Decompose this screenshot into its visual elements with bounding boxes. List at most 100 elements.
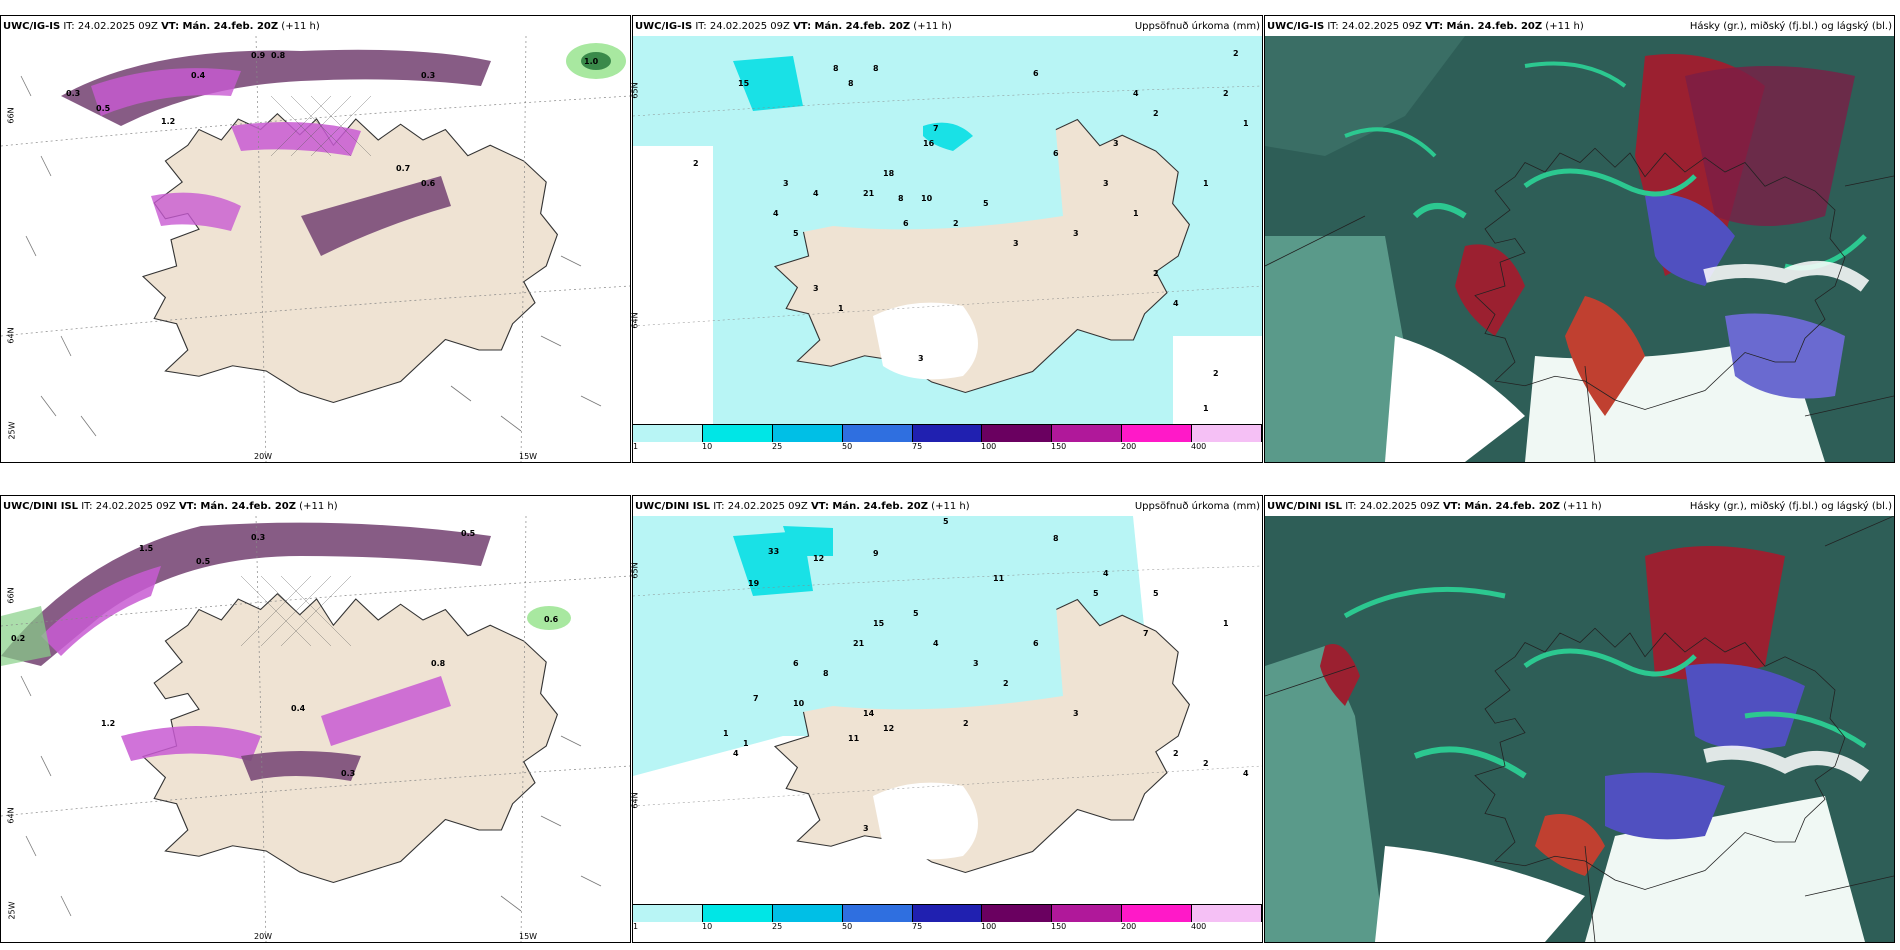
lon-label: 15W xyxy=(519,932,538,941)
colorbar: 1 10 25 50 75 100 150 200 400 xyxy=(633,424,1263,454)
value-label: 4 xyxy=(1173,299,1179,308)
forecast-offset: (+11 h) xyxy=(281,21,320,32)
value-label: 0.5 xyxy=(96,104,111,113)
panel-header: UWC/DINI ISL IT: 24.02.2025 09Z VT: Mán.… xyxy=(3,500,628,514)
value-label: 0.8 xyxy=(271,51,286,60)
value-label: 1 xyxy=(1243,119,1249,128)
value-label: 2 xyxy=(1153,109,1159,118)
map-precipitation: 5 8 9 12 33 19 11 5 7 21 15 4 3 2 1 6 5 … xyxy=(633,516,1262,914)
model-name: UWC/DINI ISL xyxy=(635,501,711,512)
panel-header: UWC/IG-IS IT: 24.02.2025 09Z VT: Mán. 24… xyxy=(635,20,1260,34)
colorbar-label: 10 xyxy=(702,922,713,931)
lat-label: 65N xyxy=(630,562,640,579)
value-label: 2 xyxy=(1003,679,1009,688)
value-label: 0.5 xyxy=(461,529,476,538)
value-label: 0.4 xyxy=(291,704,306,713)
map-title: Hásky (gr.), miðský (fj.bl.) og lágský (… xyxy=(1689,21,1892,32)
value-label: 2 xyxy=(1153,269,1159,278)
value-label: 15 xyxy=(738,79,750,88)
model-name: UWC/IG-IS xyxy=(3,21,61,32)
panel-header: UWC/IG-IS IT: 24.02.2025 09Z VT: Mán. 24… xyxy=(1267,20,1892,34)
forecast-offset: (+11 h) xyxy=(299,501,338,512)
value-label: 3 xyxy=(863,824,869,833)
value-label: 1 xyxy=(1203,179,1209,188)
forecast-offset: (+11 h) xyxy=(1545,21,1584,32)
colorbar-label: 50 xyxy=(842,442,853,451)
model-name: UWC/DINI ISL xyxy=(3,501,79,512)
value-label: 4 xyxy=(1243,769,1249,778)
valid-time: VT: Mán. 24.feb. 20Z xyxy=(1442,501,1560,512)
value-label: 1.2 xyxy=(161,117,175,126)
icing-values: 0.3 0.4 0.5 1.0 0.7 0.6 0.9 0.8 1.2 0.3 xyxy=(66,51,599,188)
map-precipitation: 8 8 8 6 3 2 15 6 2 3 7 4 5 3 1 18 21 8 1… xyxy=(633,36,1262,434)
value-label: 7 xyxy=(1143,629,1149,638)
value-label: 3 xyxy=(1113,139,1119,148)
valid-time: VT: Mán. 24.feb. 20Z xyxy=(793,21,911,32)
value-label: 5 xyxy=(943,517,949,526)
panel-bottom-middle: UWC/DINI ISL IT: 24.02.2025 09Z VT: Mán.… xyxy=(630,495,1263,943)
value-label: 1 xyxy=(838,304,844,313)
value-label: 0.3 xyxy=(66,89,80,98)
colorbar-label: 100 xyxy=(981,922,997,931)
value-label: 0.9 xyxy=(251,51,266,60)
lon-label: 25W xyxy=(7,421,17,440)
colorbar-swatch xyxy=(702,905,773,922)
value-label: 4 xyxy=(773,209,779,218)
value-label: 16 xyxy=(923,139,935,148)
value-label: 8 xyxy=(823,669,829,678)
colorbar-label: 400 xyxy=(1191,442,1207,451)
colorbar-label: 200 xyxy=(1121,922,1137,931)
colorbar-swatch xyxy=(982,905,1053,922)
panel-top-middle: UWC/IG-IS IT: 24.02.2025 09Z VT: Mán. 24… xyxy=(630,15,1263,463)
colorbar-labels: 1 10 25 50 75 100 150 200 400 xyxy=(633,442,1262,452)
lon-label: 20W xyxy=(254,932,273,941)
value-label: 3 xyxy=(813,284,819,293)
value-label: 18 xyxy=(883,169,895,178)
lon-label: 25W xyxy=(7,901,17,920)
colorbar-swatch xyxy=(842,425,913,442)
valid-time: VT: Mán. 24.feb. 20Z xyxy=(1425,21,1543,32)
colorbar-swatch xyxy=(912,905,983,922)
value-label: 0.8 xyxy=(431,659,446,668)
value-label: 0.3 xyxy=(421,71,435,80)
value-label: 2 xyxy=(693,159,699,168)
value-label: 8 xyxy=(848,79,854,88)
colorbar-swatch xyxy=(1122,425,1193,442)
map-icing: 0.3 0.4 0.5 1.0 0.7 0.6 0.9 0.8 1.2 0.3 xyxy=(1,36,630,462)
value-label: 33 xyxy=(768,547,779,556)
value-label: 6 xyxy=(1033,639,1039,648)
value-label: 6 xyxy=(1053,149,1059,158)
panel-header: UWC/DINI ISL IT: 24.02.2025 09Z VT: Mán.… xyxy=(1267,500,1892,514)
value-label: 8 xyxy=(898,194,904,203)
lon-label: 15W xyxy=(519,452,538,461)
forecast-offset: (+11 h) xyxy=(913,21,952,32)
value-label: 6 xyxy=(793,659,799,668)
colorbar-swatch xyxy=(633,905,703,922)
value-label: 0.6 xyxy=(421,179,436,188)
colorbar-swatch xyxy=(1052,425,1123,442)
value-label: 4 xyxy=(733,749,739,758)
panel-header: UWC/IG-IS IT: 24.02.2025 09Z VT: Mán. 24… xyxy=(3,20,628,34)
value-label: 11 xyxy=(848,734,860,743)
model-name: UWC/IG-IS xyxy=(1267,21,1325,32)
lat-label: 65N xyxy=(630,82,640,99)
init-time: IT: 24.02.2025 09Z xyxy=(1345,501,1440,512)
value-label: 5 xyxy=(983,199,989,208)
valid-time: VT: Mán. 24.feb. 20Z xyxy=(810,501,928,512)
wind-barbs xyxy=(20,75,602,437)
colorbar-swatch xyxy=(1122,905,1193,922)
value-label: 1.5 xyxy=(139,544,154,553)
colorbar-label: 400 xyxy=(1191,922,1207,931)
map-title: Uppsöfnuð úrkoma (mm) xyxy=(1134,501,1260,512)
model-name: UWC/DINI ISL xyxy=(1267,501,1343,512)
value-label: 12 xyxy=(813,554,824,563)
value-label: 3 xyxy=(1103,179,1109,188)
colorbar-label: 200 xyxy=(1121,442,1137,451)
colorbar-label: 75 xyxy=(912,442,923,451)
value-label: 6 xyxy=(1033,69,1039,78)
colorbar: 1 10 25 50 75 100 150 200 400 xyxy=(633,904,1263,934)
colorbar-labels: 1 10 25 50 75 100 150 200 400 xyxy=(633,922,1262,932)
colorbar-swatch xyxy=(772,905,843,922)
value-label: 0.3 xyxy=(341,769,355,778)
value-label: 3 xyxy=(918,354,924,363)
